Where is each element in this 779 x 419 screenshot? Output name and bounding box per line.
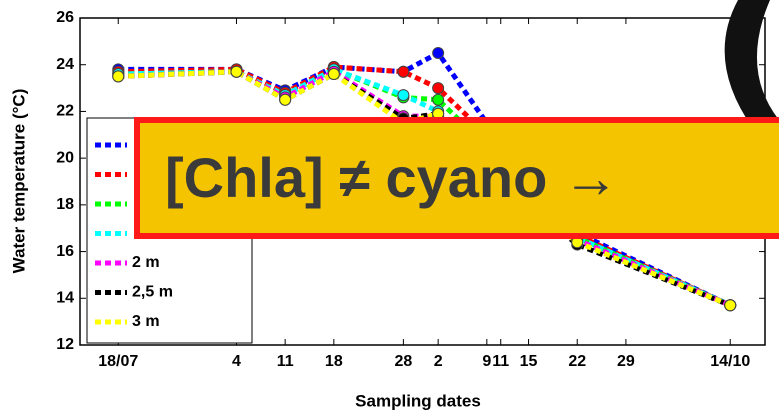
legend-label: 2,5 m bbox=[132, 284, 173, 301]
x-tick-label: 15 bbox=[520, 353, 538, 370]
x-tick-label: 4 bbox=[232, 353, 241, 370]
y-tick-label: 24 bbox=[56, 56, 74, 73]
legend-label: 3 m bbox=[132, 313, 160, 330]
y-axis-label: Water temperature (°C) bbox=[9, 89, 28, 274]
data-point bbox=[432, 47, 445, 60]
y-tick-label: 22 bbox=[56, 103, 74, 120]
legend-label: 2 m bbox=[132, 254, 160, 271]
y-tick-label: 18 bbox=[56, 196, 74, 213]
y-tick-label: 14 bbox=[56, 290, 74, 307]
x-tick-label: 14/10 bbox=[710, 353, 750, 370]
annotation: [Chla] ≠ cyano → bbox=[165, 146, 619, 209]
data-point bbox=[432, 82, 445, 95]
y-tick-label: 12 bbox=[56, 336, 74, 353]
decorative-arc bbox=[724, 0, 779, 150]
x-tick-label: 2 bbox=[434, 353, 443, 370]
data-point bbox=[397, 89, 410, 102]
x-tick-label: 18/07 bbox=[98, 353, 138, 370]
data-point bbox=[432, 93, 445, 106]
y-tick-label: 26 bbox=[56, 9, 74, 26]
x-tick-label: 29 bbox=[617, 353, 635, 370]
x-tick-label: 11 bbox=[492, 353, 509, 370]
x-axis-label: Sampling dates bbox=[355, 391, 481, 410]
x-tick-label: 11 bbox=[277, 353, 294, 370]
data-point bbox=[279, 93, 292, 106]
x-tick-label: 22 bbox=[568, 353, 586, 370]
banner-box bbox=[134, 117, 779, 239]
data-point bbox=[724, 299, 737, 312]
data-point bbox=[112, 70, 125, 83]
data-point bbox=[327, 68, 340, 81]
data-point bbox=[230, 65, 243, 78]
data-point bbox=[397, 65, 410, 78]
x-tick-label: 18 bbox=[325, 353, 343, 370]
y-tick-label: 16 bbox=[56, 243, 74, 260]
annotation-banner: [Chla] ≠ cyano → bbox=[134, 117, 779, 239]
x-tick-label: 9 bbox=[482, 353, 491, 370]
y-tick-label: 20 bbox=[56, 149, 74, 166]
x-tick-label: 28 bbox=[394, 353, 412, 370]
